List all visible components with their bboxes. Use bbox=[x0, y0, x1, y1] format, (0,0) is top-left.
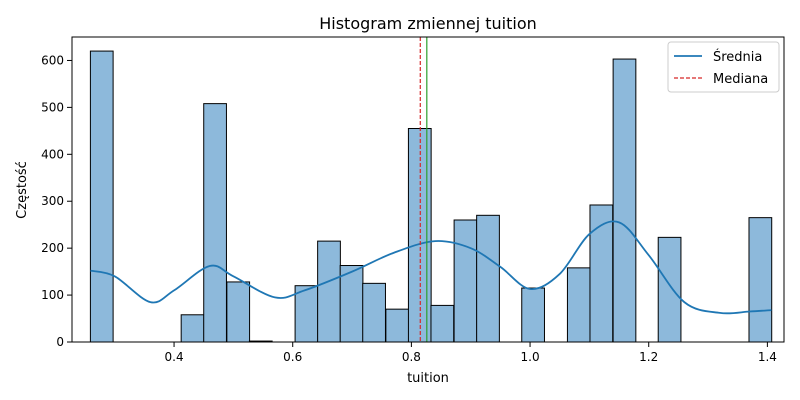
histogram-bar bbox=[476, 214, 500, 343]
kde-line-srednia bbox=[90, 220, 772, 315]
histogram-bar bbox=[203, 103, 227, 343]
histogram-bar bbox=[294, 285, 319, 343]
y-tick-label: 100 bbox=[41, 288, 64, 302]
legend-label-srednia: Średnia bbox=[713, 49, 762, 65]
y-axis: 0 100 200 300 400 500 600 bbox=[41, 53, 72, 349]
x-tick-label: 0.8 bbox=[402, 350, 421, 364]
histogram-bar bbox=[612, 58, 637, 343]
y-tick-label: 500 bbox=[41, 100, 64, 114]
reference-lines-layer bbox=[419, 37, 428, 342]
legend-label-mediana: Mediana bbox=[713, 72, 768, 87]
kde-layer bbox=[90, 220, 772, 315]
histogram-bar bbox=[748, 217, 773, 343]
histogram-bar bbox=[566, 267, 591, 343]
y-tick-label: 600 bbox=[41, 53, 64, 67]
legend: Średnia Mediana bbox=[667, 41, 780, 93]
histogram-bar bbox=[362, 282, 386, 343]
histogram-bar bbox=[226, 281, 251, 343]
legend-box bbox=[667, 41, 780, 93]
histogram-bar bbox=[317, 240, 341, 343]
x-tick-label: 1.0 bbox=[521, 350, 540, 364]
histogram-bar bbox=[385, 308, 410, 343]
histogram-bar bbox=[180, 314, 205, 343]
x-tick-label: 1.4 bbox=[758, 350, 777, 364]
histogram-bar bbox=[657, 236, 682, 343]
x-tick-label: 0.4 bbox=[165, 350, 184, 364]
x-tick-label: 1.2 bbox=[639, 350, 658, 364]
x-tick-label: 0.6 bbox=[283, 350, 302, 364]
x-axis-label: tuition bbox=[407, 371, 449, 386]
histogram-bar bbox=[521, 287, 545, 343]
y-tick-label: 0 bbox=[56, 335, 64, 349]
y-tick-label: 200 bbox=[41, 241, 64, 255]
histogram-bar bbox=[430, 304, 455, 343]
y-axis-label: Częstość bbox=[15, 161, 30, 219]
histogram-bar bbox=[89, 50, 114, 343]
y-tick-label: 300 bbox=[41, 194, 64, 208]
histogram-bar bbox=[339, 265, 364, 343]
x-axis: 0.4 0.6 0.8 1.0 1.2 1.4 bbox=[165, 342, 777, 364]
y-tick-label: 400 bbox=[41, 147, 64, 161]
chart-title: Histogram zmiennej tuition bbox=[319, 14, 537, 33]
histogram-bar bbox=[453, 219, 478, 343]
plot-frame bbox=[71, 36, 785, 343]
